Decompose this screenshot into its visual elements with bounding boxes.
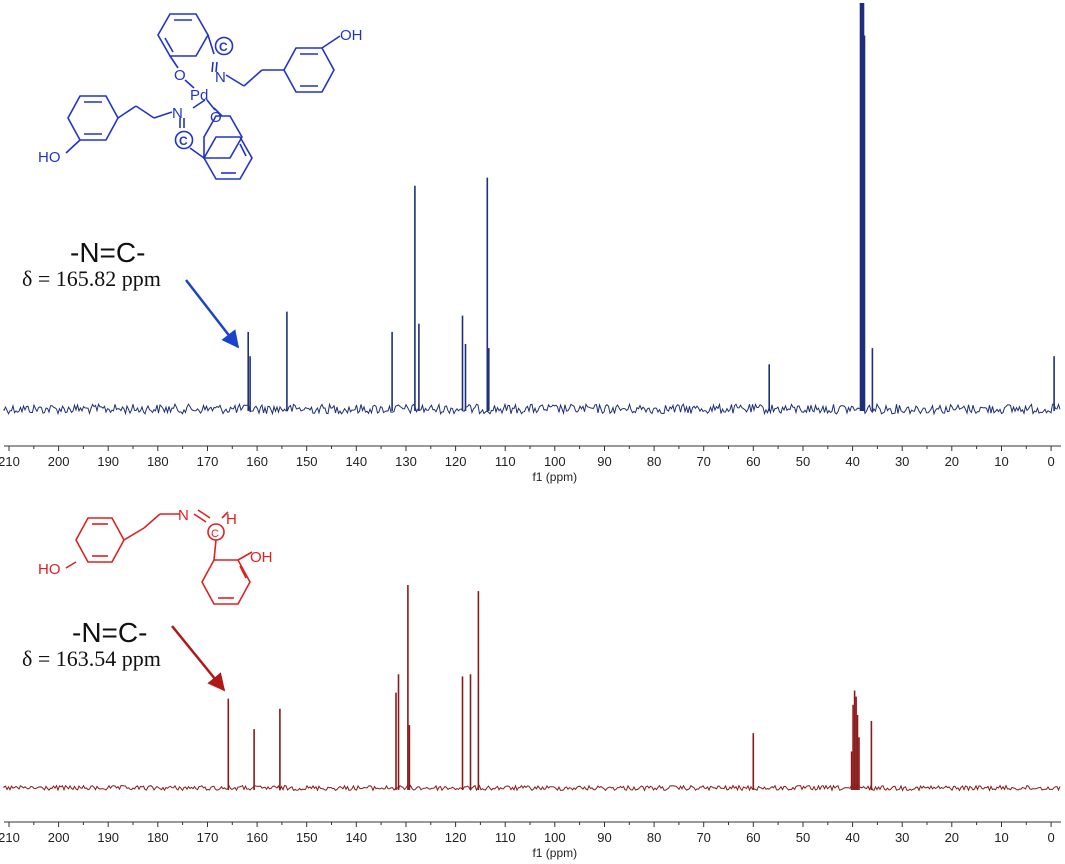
tick-label: 180 [147,830,169,845]
x-axis-bottom: 210 200 190 180 170 160 150 140 130 120 110 100 90 80… [0,821,1061,860]
tick-label: 200 [48,454,70,469]
tick-label: 30 [895,830,909,845]
tick-label: 10 [994,454,1008,469]
tick-label: 60 [746,454,760,469]
baseline-noise [3,402,1061,416]
tick-label: 0 [1047,830,1054,845]
tick-label: 80 [647,830,661,845]
tick-label: 100 [544,830,566,845]
tick-label: 130 [395,454,417,469]
structure-label-o2: O [210,109,222,126]
x-axis-label: f1 (ppm) [532,470,577,484]
structure-label-n2: N [172,105,183,122]
tick-label: 40 [845,830,859,845]
structure-label-n1: N [215,69,226,86]
tick-label: 100 [544,454,566,469]
structure-label-c: C [211,528,219,540]
tick-label: 140 [345,830,367,845]
tick-label: 170 [197,830,219,845]
structure-label-c1: C [219,40,228,54]
tick-label: 130 [395,830,417,845]
annotation-shift-top: δ = 165.82 ppm [22,266,161,291]
tick-label: 10 [994,830,1008,845]
x-axis-label: f1 (ppm) [532,846,577,860]
annotation-shift-bottom: δ = 163.54 ppm [22,646,161,671]
tick-label: 190 [97,830,119,845]
tick-label: 0 [1047,454,1054,469]
structure-label-ho-bottom: HO [38,149,61,166]
tick-label: 150 [296,830,318,845]
structure-label-ho: HO [38,561,61,578]
tick-label: 60 [746,830,760,845]
annotation-arrow-bottom [171,625,226,692]
annotation-imine-top: -N=C- [70,237,145,268]
x-axis-top: 210 200 190 180 170 160 150 140 130 120 110 100 90 80… [0,445,1061,484]
tick-label: 20 [945,454,959,469]
tick-label: 90 [597,830,611,845]
tick-label: 210 [0,830,20,845]
structure-label-oh-top: OH [340,27,363,44]
tick-label: 70 [696,830,710,845]
tick-label: 190 [97,454,119,469]
tick-label: 210 [0,454,20,469]
ligand-structure [65,509,253,605]
pd-complex-structure [65,13,341,180]
tick-label: 50 [796,454,810,469]
tick-label: 110 [495,830,516,845]
tick-label: 150 [296,454,318,469]
annotation-imine-bottom: -N=C- [72,617,147,648]
tick-label: 20 [945,830,959,845]
structure-label-c2: C [179,134,188,148]
tick-label: 30 [895,454,909,469]
tick-label: 170 [197,454,219,469]
tick-label: 110 [495,454,516,469]
tick-label: 140 [345,454,367,469]
tick-label: 180 [147,454,169,469]
tick-label: 160 [246,830,268,845]
tick-label: 80 [647,454,661,469]
tick-label: 200 [48,830,70,845]
tick-label: 90 [597,454,611,469]
structure-label-o1: O [174,67,186,84]
tick-label: 40 [845,454,859,469]
baseline-noise [3,784,1061,792]
structure-label-oh: OH [250,549,273,566]
annotation-arrow-top [185,279,240,349]
tick-label: 50 [796,830,810,845]
spectrum-bottom [3,585,1061,792]
structure-label-h: H [226,511,237,528]
tick-label: 120 [445,454,467,469]
tick-label: 70 [696,454,710,469]
structure-label-pd: Pd [190,87,208,104]
tick-label: 120 [445,830,467,845]
tick-label: 160 [246,454,268,469]
structure-label-n: N [178,507,189,524]
spectrum-top [3,3,1061,416]
